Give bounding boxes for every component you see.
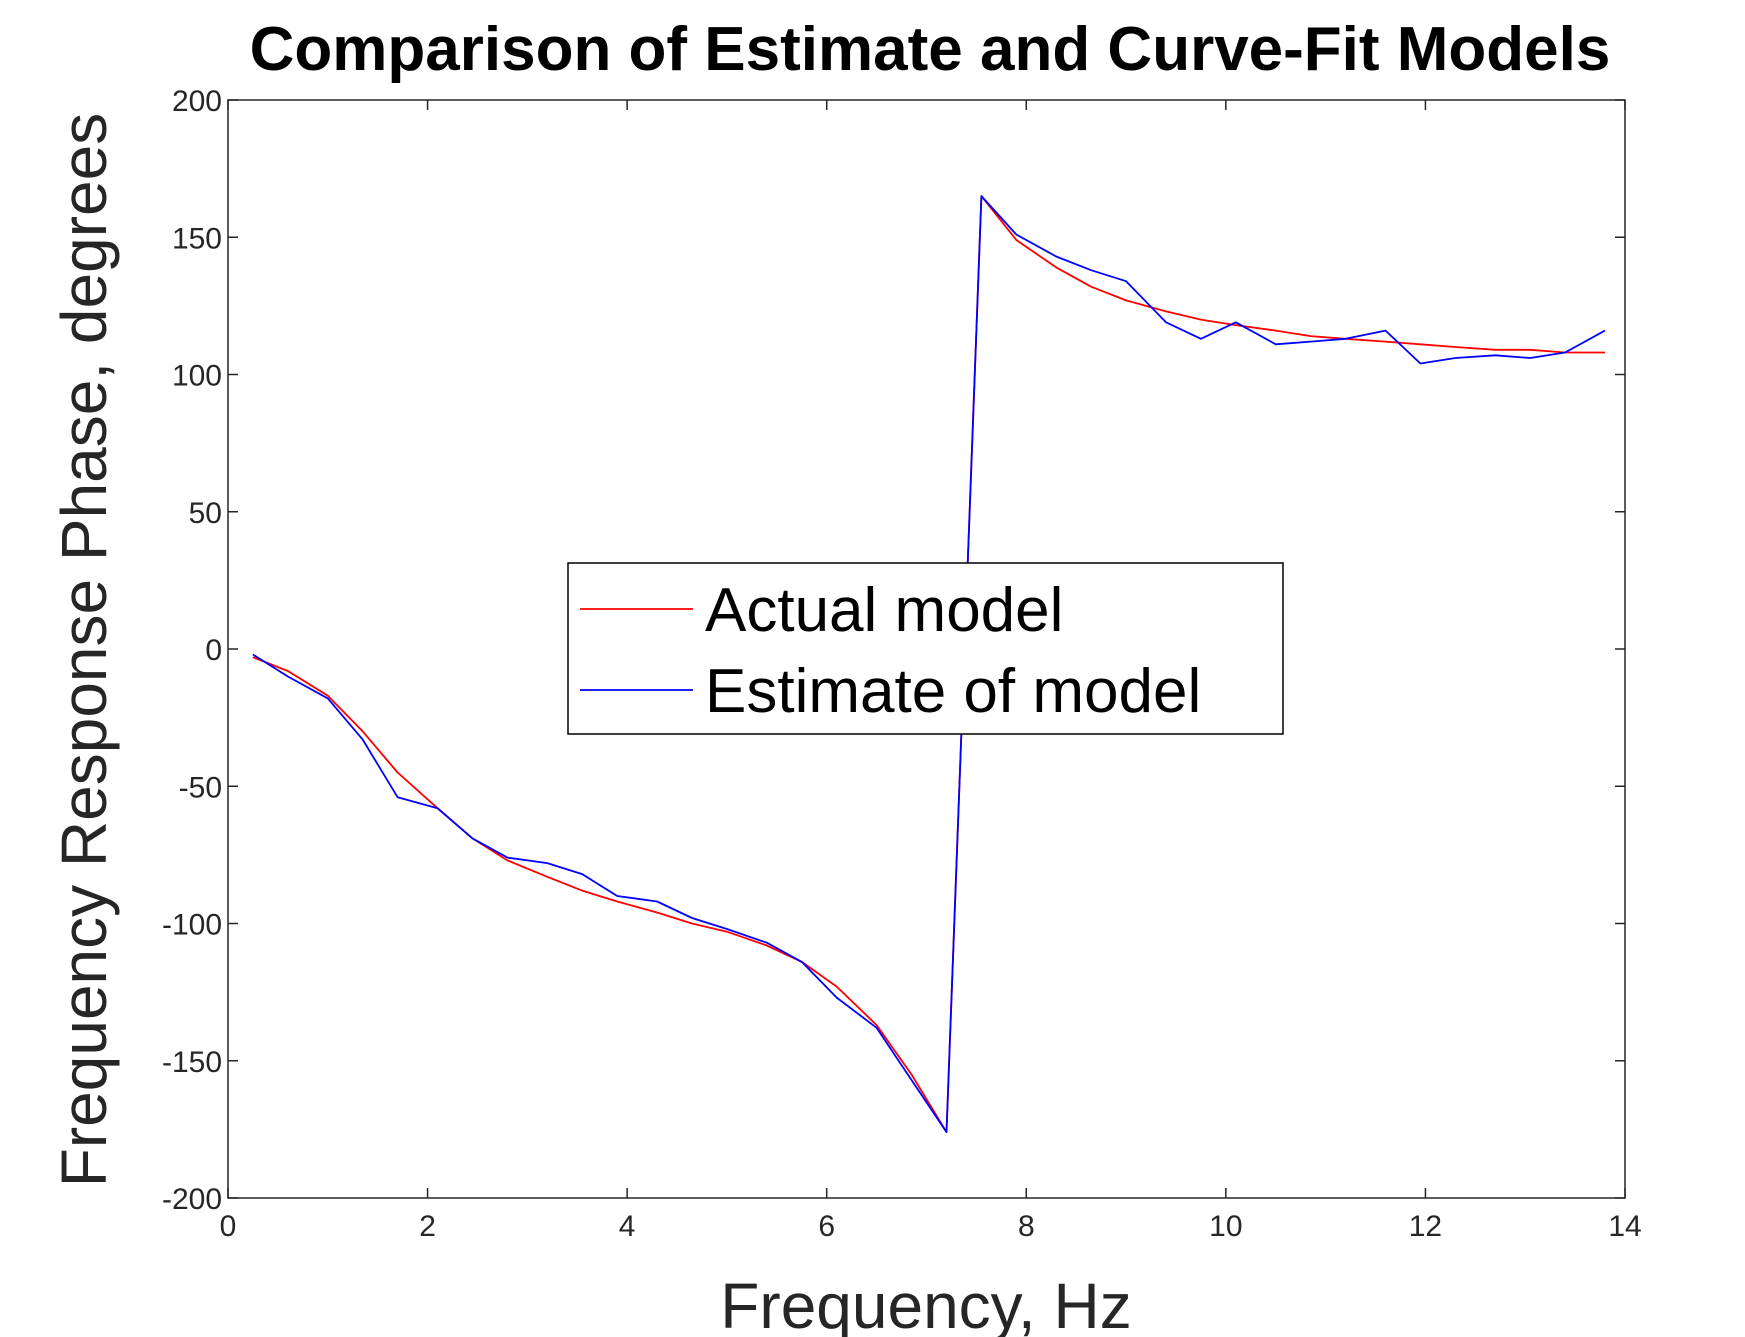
y-tick-label: -100: [162, 909, 222, 942]
legend-label-actual-model: Actual model: [705, 576, 1063, 645]
series-lines: [252, 195, 1606, 1133]
x-tick-label: 6: [818, 1210, 835, 1243]
y-tick-label: 150: [172, 222, 222, 255]
x-tick-labels: 0 2 4 6 8 10 12 14: [220, 1210, 1642, 1243]
x-tick-label: 0: [220, 1210, 237, 1243]
y-tick-label: 50: [189, 497, 222, 530]
chart-title: Comparison of Estimate and Curve-Fit Mod…: [250, 15, 1611, 84]
y-tick-label: -200: [162, 1183, 222, 1216]
x-tick-label: 12: [1409, 1210, 1442, 1243]
series-line-estimate-of-model: [252, 195, 1606, 1133]
y-tick-label: 0: [205, 634, 222, 667]
y-tick-label: -50: [179, 771, 222, 804]
x-tick-label: 10: [1209, 1210, 1242, 1243]
y-tick-label: 100: [172, 360, 222, 393]
y-tick-label: 200: [172, 85, 222, 118]
y-axis-label: Frequency Response Phase, degrees: [48, 113, 120, 1187]
legend: Actual model Estimate of model: [567, 562, 1284, 735]
legend-box: [567, 562, 1284, 735]
y-tick-label: -150: [162, 1046, 222, 1079]
x-tick-label: 2: [419, 1210, 436, 1243]
x-tick-label: 14: [1608, 1210, 1641, 1243]
x-tick-label: 8: [1018, 1210, 1035, 1243]
legend-label-estimate-of-model: Estimate of model: [705, 657, 1201, 726]
x-axis-label: Frequency, Hz: [720, 1270, 1131, 1337]
tick-marks: [227, 99, 1626, 1199]
y-tick-labels: -200 -150 -100 -50 0 50 100 150 200: [162, 85, 222, 1216]
x-tick-label: 4: [619, 1210, 636, 1243]
